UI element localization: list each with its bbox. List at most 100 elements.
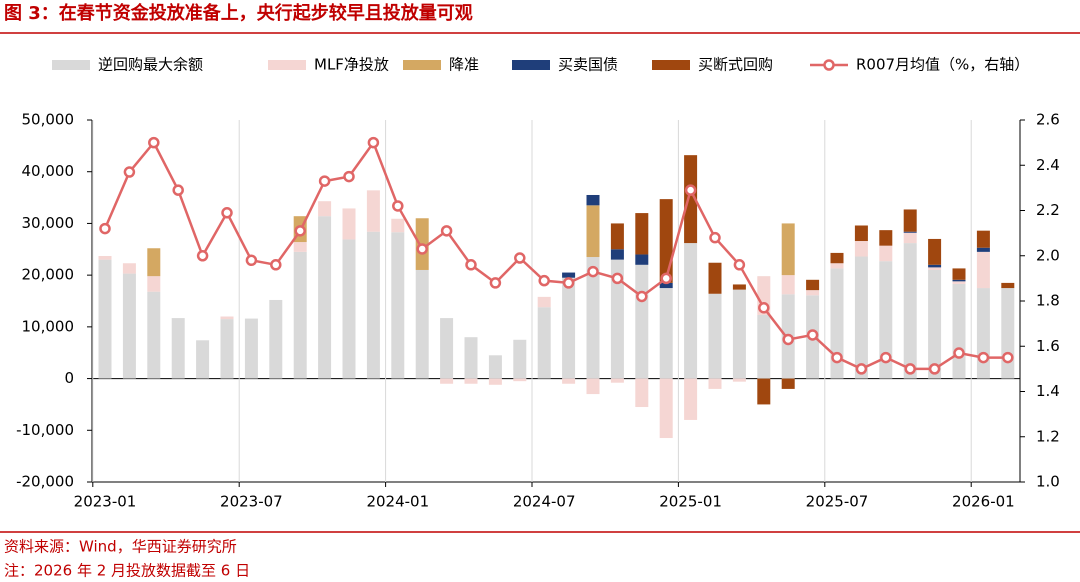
bar: [952, 283, 966, 379]
x-tick-label: 2023-01: [74, 493, 137, 511]
legend-label: 买断式回购: [698, 56, 773, 74]
bar: [610, 259, 624, 379]
bar: [635, 378, 649, 408]
bar: [879, 261, 893, 379]
line-marker: [538, 274, 550, 287]
bar: [318, 201, 332, 217]
bar: [464, 378, 478, 384]
bar: [684, 155, 698, 244]
bar: [903, 232, 917, 244]
line-marker: [270, 259, 282, 271]
line-marker: [196, 250, 209, 262]
bar: [976, 288, 990, 379]
legend-marker: [823, 59, 835, 71]
line-marker: [587, 265, 599, 278]
x-tick-label: 2024-01: [366, 493, 429, 511]
y2-tick-label: 2.0: [1036, 246, 1060, 264]
y2-tick-label: 1.2: [1036, 427, 1060, 445]
line-marker: [343, 170, 355, 183]
bar: [269, 299, 283, 379]
bar: [562, 272, 576, 278]
bar: [1001, 288, 1015, 379]
bar: [415, 269, 429, 379]
bar: [854, 225, 868, 242]
legend-swatch: [268, 60, 306, 70]
bar: [781, 275, 795, 295]
bar: [366, 231, 380, 379]
bar: [684, 378, 698, 420]
line-marker: [514, 252, 526, 264]
line-marker: [440, 225, 453, 237]
bar: [440, 378, 454, 384]
bar: [342, 208, 356, 240]
bar: [806, 290, 820, 296]
legend-label: 逆回购最大余额: [98, 56, 203, 74]
bar: [732, 284, 746, 290]
bar: [879, 245, 893, 262]
note: 注：2026 年 2 月投放数据截至 6 日: [4, 562, 250, 580]
bar: [659, 288, 673, 379]
bar: [732, 289, 746, 379]
line-marker: [977, 351, 990, 364]
bar: [610, 249, 624, 260]
line-marker: [294, 225, 306, 237]
line-marker: [562, 277, 575, 289]
bar: [293, 251, 307, 379]
bar: [537, 307, 551, 379]
legend-label: 降准: [449, 56, 479, 74]
line-marker: [1002, 351, 1014, 364]
bar: [659, 378, 673, 439]
line-marker: [221, 207, 233, 219]
bar: [171, 318, 185, 379]
y2-tick-label: 2.6: [1036, 111, 1060, 129]
bar: [342, 239, 356, 379]
x-tick-label: 2023-07: [220, 493, 283, 511]
y2-tick-label: 2.2: [1036, 201, 1060, 219]
line-marker: [636, 290, 648, 303]
line-marker: [367, 136, 380, 149]
line-marker: [928, 363, 941, 375]
y2-tick-label: 1.0: [1036, 473, 1060, 491]
bar: [513, 339, 527, 379]
bar: [488, 378, 502, 385]
y-tick-label: 40,000: [22, 162, 75, 180]
bar: [147, 291, 161, 379]
legend-label: MLF净投放: [314, 56, 389, 74]
bar: [635, 254, 649, 265]
x-tick-label: 2026-01: [952, 493, 1015, 511]
bar: [586, 194, 600, 206]
y-tick-label: 20,000: [22, 266, 75, 284]
line-marker: [99, 222, 111, 235]
legend-label: R007月均值（%，右轴）: [856, 56, 1029, 74]
y-tick-label: -10,000: [16, 421, 74, 439]
bar: [147, 276, 161, 292]
bar: [854, 256, 868, 379]
bar: [903, 243, 917, 379]
source: 资料来源：Wind，华西证券研究所: [4, 538, 237, 556]
line-marker: [831, 351, 843, 364]
y2-tick-label: 1.4: [1036, 382, 1060, 400]
bar: [464, 337, 478, 379]
bar: [952, 279, 966, 282]
line-marker: [416, 243, 428, 255]
bar: [781, 223, 795, 276]
line-marker: [684, 184, 697, 196]
bar: [513, 378, 527, 382]
line-marker: [709, 231, 721, 244]
bar: [488, 355, 502, 379]
bar: [610, 223, 624, 250]
line-marker: [758, 302, 770, 314]
bar: [220, 319, 234, 379]
line-marker: [172, 184, 184, 196]
bar: [440, 318, 454, 379]
line-marker: [782, 333, 794, 346]
bar: [586, 257, 600, 379]
bar: [635, 264, 649, 379]
line-marker: [148, 136, 160, 149]
bar: [757, 378, 771, 405]
bar: [562, 378, 576, 384]
bar: [586, 205, 600, 258]
line-marker: [806, 329, 819, 341]
bar: [854, 241, 868, 257]
legend-swatch: [52, 60, 90, 70]
